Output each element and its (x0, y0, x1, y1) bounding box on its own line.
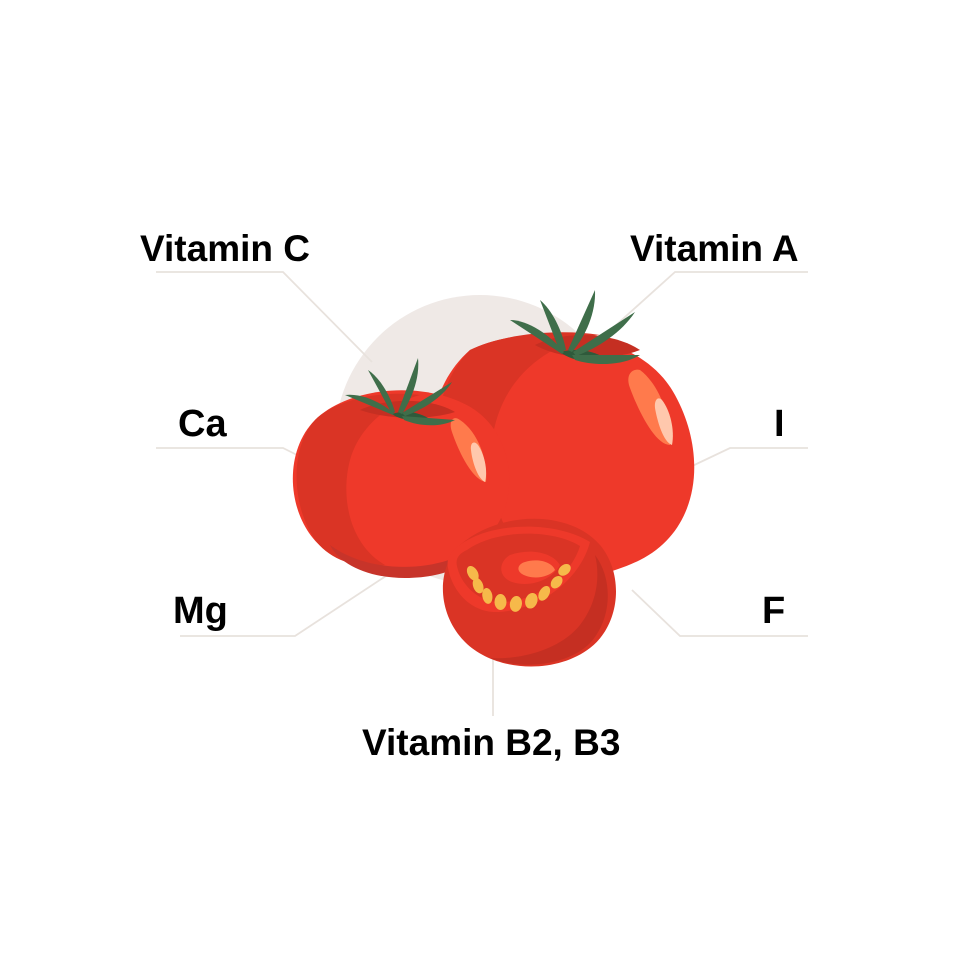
illustration-layer (0, 0, 980, 980)
tomato-illustration (293, 290, 694, 667)
tomato-slice-seed-3 (495, 594, 507, 610)
leader-line-vitamin-c (156, 272, 372, 362)
label-f: F (762, 590, 785, 633)
label-vitamin-c: Vitamin C (140, 228, 310, 270)
infographic-stage: Vitamin C Vitamin A Ca I Mg F Vitamin B2, B3 (0, 0, 980, 980)
label-i: I (774, 403, 785, 446)
label-mg: Mg (173, 590, 228, 633)
label-ca: Ca (178, 403, 227, 446)
leader-line-vitamin-a (605, 272, 808, 335)
label-vitamin-b2-b3: Vitamin B2, B3 (362, 722, 620, 764)
leader-line-i (688, 448, 808, 468)
label-vitamin-a: Vitamin A (630, 228, 799, 270)
